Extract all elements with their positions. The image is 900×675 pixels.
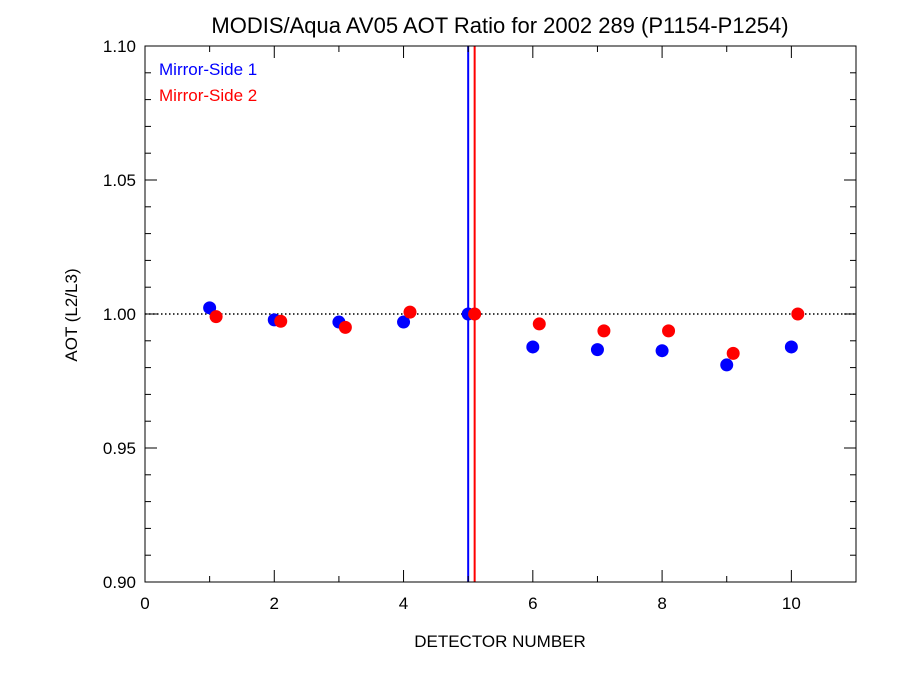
data-point-series-1	[590, 343, 604, 357]
chart-title: MODIS/Aqua AV05 AOT Ratio for 2002 289 (…	[211, 13, 788, 38]
x-axis-label: DETECTOR NUMBER	[414, 632, 586, 651]
data-point-series-1	[655, 344, 669, 358]
x-tick-label: 4	[399, 594, 408, 613]
y-tick-label: 1.00	[103, 305, 136, 324]
x-axis-ticks: 0 2 4 6 8 10	[140, 46, 857, 613]
data-point-series-1	[720, 358, 734, 372]
data-point-series-1	[784, 340, 798, 354]
reference-lines	[145, 46, 856, 582]
data-point-series-2	[726, 346, 740, 360]
legend-entry-mirror-side-1: Mirror-Side 1	[159, 60, 257, 79]
y-tick-label: 0.95	[103, 439, 136, 458]
data-point-series-2	[274, 314, 288, 328]
data-point-series-2	[597, 324, 611, 338]
y-tick-label: 1.10	[103, 37, 136, 56]
data-point-series-1	[397, 315, 411, 329]
x-tick-label: 8	[657, 594, 666, 613]
x-tick-label: 10	[782, 594, 801, 613]
data-point-series-2	[209, 310, 223, 324]
legend: Mirror-Side 1 Mirror-Side 2	[159, 60, 257, 105]
y-tick-label: 1.05	[103, 171, 136, 190]
y-axis-ticks: 0.90 0.95 1.00 1.05 1.10	[103, 37, 856, 592]
y-tick-label: 0.90	[103, 573, 136, 592]
data-points	[203, 301, 805, 372]
data-point-series-2	[791, 307, 805, 321]
x-tick-label: 6	[528, 594, 537, 613]
data-point-series-1	[526, 340, 540, 354]
x-tick-label: 0	[140, 594, 149, 613]
data-point-series-2	[403, 305, 417, 319]
legend-entry-mirror-side-2: Mirror-Side 2	[159, 86, 257, 105]
data-point-series-2	[532, 317, 546, 331]
data-point-series-2	[468, 307, 482, 321]
x-tick-label: 2	[270, 594, 279, 613]
data-point-series-2	[662, 324, 676, 338]
y-axis-label: AOT (L2/L3)	[62, 268, 81, 361]
data-point-series-2	[338, 320, 352, 334]
